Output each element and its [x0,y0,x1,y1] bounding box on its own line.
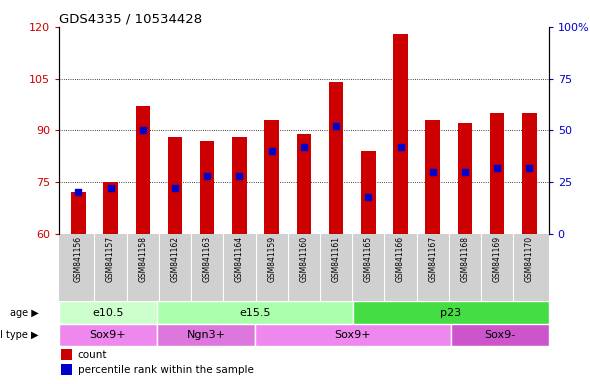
Point [299,144,309,150]
Text: e10.5: e10.5 [92,308,124,318]
Point [396,144,405,150]
Text: GSM841156: GSM841156 [74,236,83,282]
Text: percentile rank within the sample: percentile rank within the sample [78,365,254,375]
Bar [490,113,504,234]
Point [493,164,502,170]
Text: Ngn3+: Ngn3+ [186,330,225,340]
Bar [329,82,343,234]
Point [106,185,115,191]
Text: GSM841164: GSM841164 [235,236,244,282]
Bar [394,34,408,234]
Bar [157,324,255,346]
Bar [255,324,451,346]
Point [267,148,276,154]
Text: GSM841162: GSM841162 [171,236,179,282]
Text: GSM841166: GSM841166 [396,236,405,282]
Text: Sox9-: Sox9- [484,330,515,340]
Bar [425,120,440,234]
Bar [168,137,182,234]
Bar [136,106,150,234]
Bar [157,301,353,324]
Text: GSM841170: GSM841170 [525,236,534,282]
Text: Sox9+: Sox9+ [335,330,371,340]
Text: GSM841160: GSM841160 [299,236,309,282]
Text: GSM841159: GSM841159 [267,236,276,282]
Text: GSM841158: GSM841158 [138,236,148,282]
Text: p23: p23 [440,308,461,318]
Bar [297,134,311,234]
Point [171,185,180,191]
Bar [59,324,157,346]
Text: GSM841161: GSM841161 [332,236,340,282]
Text: age ▶: age ▶ [10,308,39,318]
Point [138,127,148,133]
Point [363,194,373,200]
Point [235,173,244,179]
Bar [61,364,72,375]
Bar [59,301,157,324]
Point [332,123,341,129]
Bar [264,120,279,234]
Bar [522,113,537,234]
Text: e15.5: e15.5 [239,308,271,318]
Bar [200,141,214,234]
Text: GSM841165: GSM841165 [364,236,373,282]
Text: GSM841168: GSM841168 [460,236,470,282]
Text: cell type ▶: cell type ▶ [0,330,39,340]
Bar [61,349,72,360]
Point [202,173,212,179]
Text: GSM841169: GSM841169 [493,236,502,282]
Bar [361,151,375,234]
Bar [451,324,549,346]
Text: GSM841157: GSM841157 [106,236,115,282]
Text: GSM841163: GSM841163 [203,236,212,282]
Point [74,189,83,195]
Text: GDS4335 / 10534428: GDS4335 / 10534428 [59,13,202,26]
Bar [353,301,549,324]
Bar [458,124,472,234]
Point [428,169,437,175]
Point [460,169,470,175]
Bar [71,192,86,234]
Bar [103,182,118,234]
Text: Sox9+: Sox9+ [90,330,126,340]
Text: count: count [78,349,107,359]
Bar [232,137,247,234]
Point [525,164,534,170]
Text: GSM841167: GSM841167 [428,236,437,282]
